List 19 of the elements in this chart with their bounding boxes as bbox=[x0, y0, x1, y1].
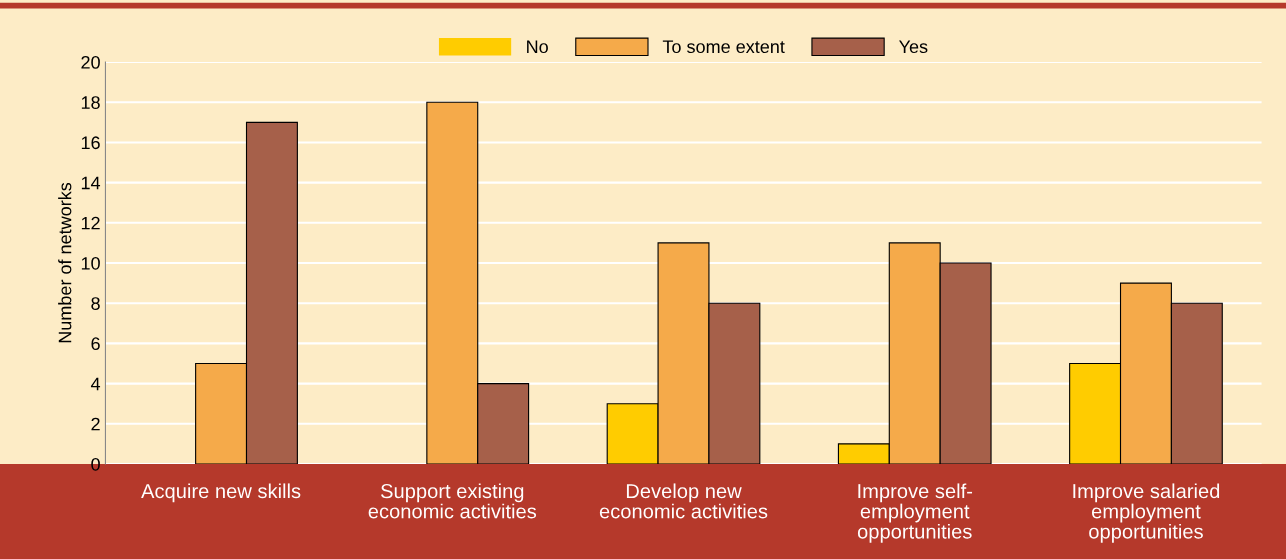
y-tick-label: 6 bbox=[91, 337, 100, 351]
legend-label: To some extent bbox=[662, 40, 785, 54]
y-tick-label: 20 bbox=[81, 55, 100, 69]
y-tick-label: 8 bbox=[91, 297, 100, 310]
y-tick-label: 2 bbox=[91, 417, 100, 431]
x-tick-label: Support existing economic activities bbox=[368, 483, 537, 519]
y-tick-label: 10 bbox=[81, 256, 100, 270]
legend-label: Yes bbox=[899, 40, 928, 54]
y-tick-label: 16 bbox=[81, 136, 100, 150]
x-tick-label: Improve salaried employment opportunities bbox=[1073, 483, 1220, 543]
y-axis-title: Number of networks bbox=[58, 182, 72, 343]
x-tick-label: Acquire new skills bbox=[141, 483, 301, 503]
y-tick-label: 18 bbox=[81, 96, 100, 109]
x-tick-label: Develop new economic activities bbox=[599, 483, 768, 519]
x-tick-label: Improve self- employment opportunities bbox=[857, 483, 973, 543]
y-tick-label: 4 bbox=[90, 377, 101, 391]
y-tick-label: 12 bbox=[81, 216, 100, 230]
legend-label: No bbox=[527, 40, 548, 54]
y-tick-label: 14 bbox=[81, 176, 101, 190]
